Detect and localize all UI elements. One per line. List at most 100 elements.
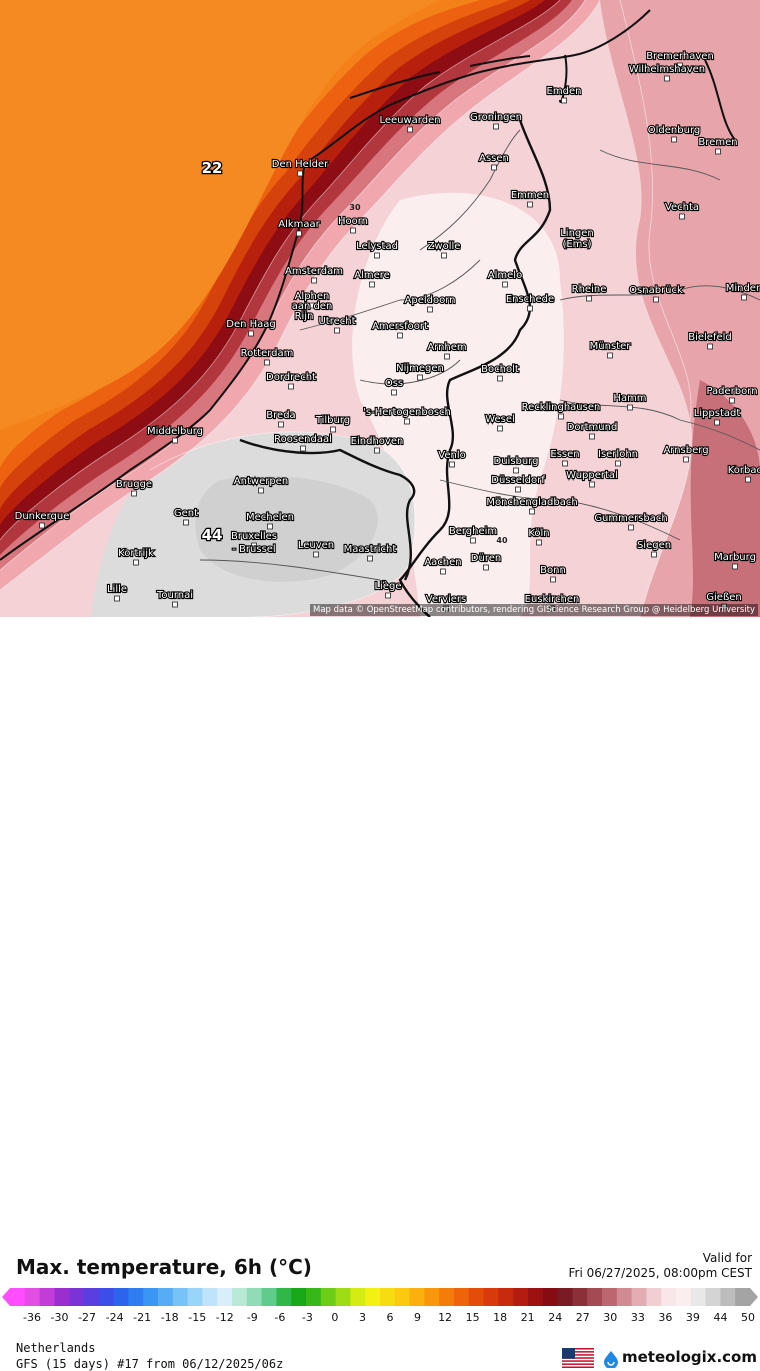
city-wilhelmshaven: Wilhelmshaven — [628, 63, 706, 82]
city-label: Antwerpen — [234, 476, 288, 487]
city-aan-den: aan den — [291, 300, 334, 313]
scale-tick-label: 6 — [387, 1311, 394, 1324]
city-label: Dordrecht — [266, 372, 316, 383]
city-leeuwarden: Leeuwarden — [378, 114, 442, 133]
temperature-map[interactable]: 22 44 30 40 Bremerhaven Wilhelmshaven Emden Gr… — [0, 0, 760, 617]
city-marburg: Marburg — [713, 551, 757, 570]
value-label-44: 44 — [202, 526, 223, 544]
region-label: Netherlands — [16, 1341, 96, 1355]
city-label: Osnabrück — [629, 285, 683, 296]
scale-swatch — [572, 1288, 588, 1306]
city-tilburg: Tilburg — [314, 414, 351, 433]
scale-tick-label: -21 — [133, 1311, 151, 1324]
scale-swatch — [661, 1288, 677, 1306]
city-m-nster: Münster — [589, 340, 632, 359]
city-label: Almelo — [488, 270, 522, 281]
city-label: Enschede — [506, 294, 554, 305]
meteologix-logo-icon — [604, 1351, 618, 1368]
scale-swatch — [276, 1288, 292, 1306]
city-label: (Ems) — [562, 239, 591, 250]
city-label: Duisburg — [494, 456, 539, 467]
scale-swatch — [143, 1288, 159, 1306]
brand-name[interactable]: meteologix.com — [622, 1348, 757, 1366]
map-canvas: 22 44 30 40 Bremerhaven Wilhelmshaven Emden Gr… — [0, 0, 760, 617]
city-label: Bocholt — [481, 364, 519, 375]
scale-tick-label: -18 — [161, 1311, 179, 1324]
city-label: Essen — [550, 449, 579, 460]
us-flag-icon[interactable] — [562, 1348, 594, 1368]
scale-tick-label: -9 — [247, 1311, 258, 1324]
city-amersfoort: Amersfoort — [371, 320, 429, 339]
city-label: - Brussel — [232, 544, 275, 555]
city-li-ge: Liège — [373, 579, 403, 599]
scale-swatch — [98, 1288, 115, 1306]
scale-swatch — [39, 1288, 55, 1306]
scale-swatch — [542, 1288, 559, 1306]
city-bremen: Bremen — [697, 136, 739, 155]
city-wuppertal: Wuppertal — [565, 469, 619, 488]
city-label: Verviers — [426, 594, 467, 605]
city-groningen: Groningen — [469, 111, 523, 130]
scale-swatch — [24, 1288, 41, 1306]
city-label: Alphen — [295, 291, 330, 302]
city-label: 's-Hertogenbosch — [363, 407, 451, 418]
sea-light-orange — [0, 0, 440, 430]
city-label: Almere — [354, 270, 390, 281]
city-label: Assen — [479, 153, 509, 164]
city-kortrijk: Kortrijk — [117, 547, 155, 566]
city-lille: Lille — [106, 583, 128, 602]
city-label: Rheine — [572, 284, 607, 295]
map-attribution[interactable]: Map data © OpenStreetMap contributors, r… — [310, 604, 758, 616]
city-nijmegen: Nijmegen — [395, 362, 445, 381]
city-label: Leuven — [298, 540, 334, 551]
scale-swatch — [439, 1288, 455, 1306]
city-label: Emmen — [511, 190, 549, 201]
scale-swatch — [602, 1288, 618, 1306]
city-emmen: Emmen — [510, 189, 550, 208]
city-k-ln: Köln — [527, 527, 551, 546]
hot-zone-southeast — [690, 380, 760, 617]
city-label: Oldenburg — [648, 125, 700, 136]
scale-swatch — [409, 1288, 425, 1306]
scale-tick-label: 36 — [658, 1311, 672, 1324]
scale-swatch — [187, 1288, 203, 1306]
city-label: Münster — [590, 341, 632, 352]
city-label: Amsterdam — [285, 266, 343, 277]
scale-tick-label: -15 — [188, 1311, 206, 1324]
scale-swatch — [217, 1288, 233, 1306]
scale-swatch — [720, 1288, 736, 1306]
city-label: Gent — [174, 508, 198, 519]
city-label: Gießen — [706, 592, 741, 603]
city-label: Bergheim — [449, 526, 497, 537]
scale-swatch — [291, 1288, 307, 1306]
scale-tick-label: 27 — [576, 1311, 590, 1324]
city-label: Hoorn — [338, 216, 368, 227]
city-label: Mönchengladbach — [486, 497, 577, 508]
city-mechelen: Mechelen — [245, 511, 295, 530]
color-scale: -36 -30 -27 -24 -21 -18 -15 -12 -9 -6 -3 0 3 6 9 12 15 18… — [2, 1288, 758, 1324]
scale-tick-label: 12 — [438, 1311, 452, 1324]
city-den-helder: Den Helder — [271, 158, 330, 177]
scale-tick-label: 18 — [493, 1311, 507, 1324]
city-rijn: Rijn — [293, 310, 314, 323]
scale-swatch — [202, 1288, 218, 1306]
city-label: Nijmegen — [396, 363, 444, 374]
scale-swatch — [158, 1288, 174, 1306]
city-label: Kortrijk — [118, 548, 154, 559]
city-siegen: Siegen — [636, 539, 672, 558]
city-breda: Breda — [265, 409, 297, 428]
scale-tick-label: 24 — [548, 1311, 562, 1324]
city-label: Siegen — [637, 540, 671, 551]
city-wesel: Wesel — [484, 413, 516, 432]
city-label: aan den — [292, 301, 333, 312]
isotherm-lines — [0, 0, 692, 617]
city-label: Euskirchen — [525, 594, 580, 605]
scale-tick-label: 0 — [331, 1311, 338, 1324]
footer: Max. temperature, 6h (°C) Valid for Fri … — [0, 617, 760, 1371]
city-label: Leeuwarden — [379, 115, 440, 126]
city-label: Bremen — [698, 137, 737, 148]
city-bremerhaven: Bremerhaven — [645, 50, 715, 69]
city--brussel: - Brussel — [231, 543, 277, 556]
city-label: Düren — [471, 553, 501, 564]
scale-tick-label: 33 — [631, 1311, 645, 1324]
